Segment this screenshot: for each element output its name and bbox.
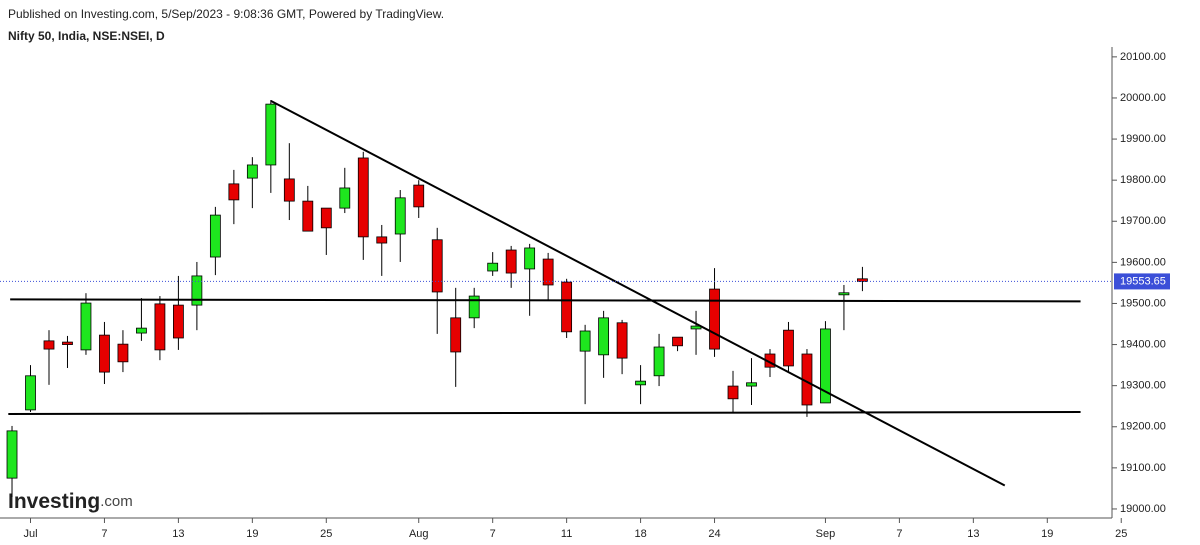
candle-body — [25, 375, 36, 411]
candle-body — [598, 317, 610, 356]
candle-body — [80, 302, 92, 351]
trend-line — [10, 298, 1081, 303]
candle-body — [339, 187, 351, 209]
chart-title: Nifty 50, India, NSE:NSEI, D — [8, 29, 165, 43]
candle-body — [209, 214, 221, 258]
logo: Investing.com — [8, 490, 133, 513]
candle-body — [117, 343, 129, 363]
y-tick-label: 19200.00 — [1120, 421, 1166, 433]
x-tick-label: 18 — [634, 528, 646, 540]
candle-body — [616, 322, 628, 359]
x-tick-label: 25 — [320, 528, 332, 540]
candle-body — [302, 200, 314, 232]
candle-body — [561, 281, 573, 333]
y-tick-label: 19700.00 — [1120, 215, 1166, 227]
candle-body — [487, 262, 499, 272]
candle-body — [431, 239, 443, 293]
y-tick-label: 19800.00 — [1120, 174, 1166, 186]
candle-body — [62, 341, 73, 345]
candle-body — [542, 258, 554, 286]
candle-body — [228, 183, 240, 201]
candle-body — [524, 247, 536, 270]
candle-body — [320, 207, 332, 229]
candle-body — [727, 385, 739, 400]
candle-body — [709, 288, 720, 350]
candle-body — [505, 249, 517, 274]
x-tick-label: 13 — [967, 528, 979, 540]
candle-body — [154, 303, 166, 351]
candle-body — [394, 197, 406, 235]
candle-body — [450, 317, 462, 353]
y-tick-label: 20100.00 — [1120, 51, 1166, 63]
y-tick-label: 19900.00 — [1120, 133, 1166, 145]
candle-body — [99, 334, 110, 373]
candle-body — [43, 340, 55, 350]
x-tick-label: 19 — [246, 528, 258, 540]
y-tick-label: 19300.00 — [1120, 380, 1166, 392]
x-tick-label: 13 — [172, 528, 184, 540]
last-price-label: 19553.65 — [1120, 275, 1166, 287]
trend-line — [8, 410, 1081, 416]
x-tick-label: 24 — [708, 528, 720, 540]
candle-body — [783, 329, 794, 367]
y-tick-label: 19400.00 — [1120, 338, 1166, 350]
x-tick-label: Aug — [409, 528, 429, 540]
candle-body — [376, 236, 388, 244]
candle-body — [468, 295, 480, 319]
candle-body — [820, 328, 831, 404]
x-tick-label: 19 — [1041, 528, 1053, 540]
candle-body — [635, 380, 646, 386]
trend-line — [270, 99, 1006, 487]
candle-body — [690, 325, 702, 330]
candle-body — [579, 330, 591, 352]
published-note: Published on Investing.com, 5/Sep/2023 -… — [8, 7, 444, 21]
x-tick-label: 7 — [490, 528, 496, 540]
y-tick-label: 19600.00 — [1120, 256, 1166, 268]
candle-body — [838, 292, 850, 296]
y-tick-label: 19500.00 — [1120, 297, 1166, 309]
candle-body — [6, 430, 18, 479]
x-tick-label: Jul — [23, 528, 37, 540]
candle-body — [857, 278, 868, 282]
candle-body — [136, 327, 147, 334]
candle-body — [413, 184, 425, 208]
x-tick-label: Sep — [816, 528, 836, 540]
x-tick-label: 25 — [1115, 528, 1127, 540]
last-price-box — [1114, 273, 1170, 290]
y-tick-label: 20000.00 — [1120, 92, 1166, 104]
candle-body — [653, 346, 665, 377]
y-tick-label: 19100.00 — [1120, 462, 1166, 474]
candle-body — [283, 178, 295, 202]
candle-body — [265, 103, 277, 166]
logo-suffix: .com — [100, 493, 133, 510]
y-tick-label: 19000.00 — [1120, 503, 1166, 515]
candle-body — [173, 304, 184, 339]
candle-body — [191, 275, 203, 306]
candle-body — [246, 164, 258, 179]
candle-body — [746, 382, 757, 387]
candle-body — [357, 157, 369, 238]
candle-body — [672, 336, 683, 347]
x-tick-label: 7 — [101, 528, 107, 540]
logo-brand: Investing — [8, 490, 100, 513]
x-tick-label: 7 — [896, 528, 902, 540]
x-tick-label: 11 — [561, 528, 572, 540]
